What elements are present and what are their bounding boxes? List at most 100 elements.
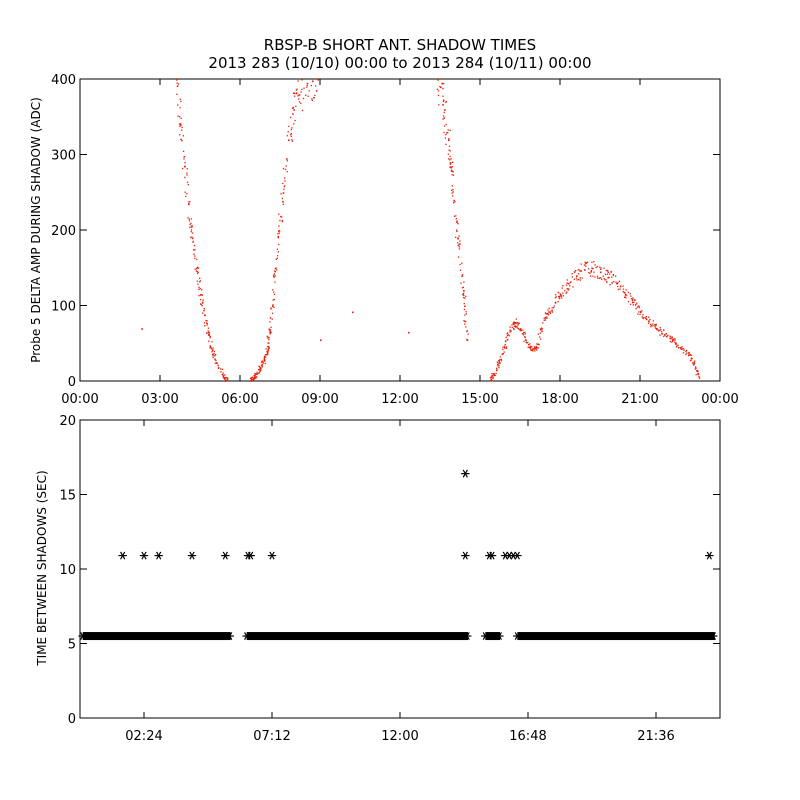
top-data-point [523,340,525,343]
top-data-point [190,229,193,231]
top-data-point [456,242,459,244]
top-data-point [569,285,571,287]
top-data-point [607,277,609,279]
top-data-point [661,332,663,335]
top-data-point [675,342,677,344]
top-data-point [182,135,185,137]
top-data-point [575,277,578,279]
top-data-point [265,356,267,358]
top-data-point [199,277,201,279]
top-data-point [270,326,272,328]
top-data-point [565,292,567,294]
top-data-point [567,289,569,291]
top-data-point [196,272,199,275]
top-data-point [202,312,204,314]
top-data-point [199,287,201,290]
top-data-point [273,273,276,275]
top-data-point [202,301,204,303]
top-data-point [671,340,674,342]
top-data-point [445,143,447,146]
top-y-tick-label: 400 [51,73,76,88]
top-data-point [190,231,192,233]
top-data-point [682,352,685,354]
top-data-point [281,219,284,222]
top-data-point [537,343,540,345]
top-data-point [203,322,206,324]
top-data-point [197,267,200,269]
top-data-point [605,269,608,272]
top-data-point [274,281,276,283]
top-data-point [199,280,202,282]
top-data-point [578,269,580,271]
top-data-point [442,118,444,120]
top-data-point [539,336,541,338]
top-data-point [592,275,594,277]
top-data-point [263,358,266,361]
top-data-point [188,203,190,206]
top-data-point [295,93,298,95]
top-data-point [647,322,650,325]
top-data-point [509,326,511,328]
top-data-point [295,105,297,108]
top-data-point [691,357,693,360]
top-data-point [184,162,186,164]
top-data-point [176,82,178,84]
top-data-point [250,379,253,382]
top-data-point [547,312,549,315]
top-data-point [619,288,621,290]
top-data-point [273,276,275,278]
top-data-point [555,296,557,298]
top-data-point [270,331,272,334]
top-data-point [503,345,506,347]
top-data-point [194,268,196,270]
top-data-point [500,360,503,362]
top-data-point [264,356,266,358]
top-data-point [285,165,287,167]
top-data-point [214,355,216,357]
top-data-point [458,235,460,237]
top-data-point [191,232,194,234]
top-data-point [685,350,687,353]
top-data-point [595,266,597,269]
top-data-point [525,339,527,342]
top-data-point [283,188,285,190]
top-data-point [574,270,577,272]
top-data-point [560,294,562,296]
top-data-point [186,172,188,174]
top-data-point [200,303,202,305]
top-data-point [451,166,453,168]
top-data-point [585,265,587,267]
top-data-point [464,320,466,323]
top-data-point [280,193,282,195]
top-data-point [188,201,190,203]
top-data-point [515,326,517,328]
top-data-point [272,275,275,277]
asterisk-stroke [496,632,502,641]
top-data-point [510,330,512,332]
top-data-point [291,140,294,142]
top-data-point [259,367,261,369]
top-data-point [459,263,461,266]
top-data-point [547,314,550,316]
top-data-point [648,320,650,322]
top-x-tick-label: 06:00 [221,392,258,407]
top-data-point [223,376,225,379]
top-data-point [442,100,445,103]
top-data-point [264,353,267,356]
top-data-point [277,235,279,238]
top-data-point [656,327,658,330]
top-data-point [613,280,615,283]
top-data-point [442,115,445,117]
top-data-point [541,328,543,330]
top-data-point [530,345,532,347]
top-data-point [634,299,636,301]
top-data-point [441,82,443,84]
top-data-point [448,139,450,141]
top-data-point [603,267,605,269]
top-x-tick-label: 00:00 [61,392,98,407]
top-data-point [306,82,309,85]
top-data-point [457,256,460,258]
top-data-point [293,95,296,97]
top-data-point [255,377,257,379]
top-data-point [209,347,211,349]
